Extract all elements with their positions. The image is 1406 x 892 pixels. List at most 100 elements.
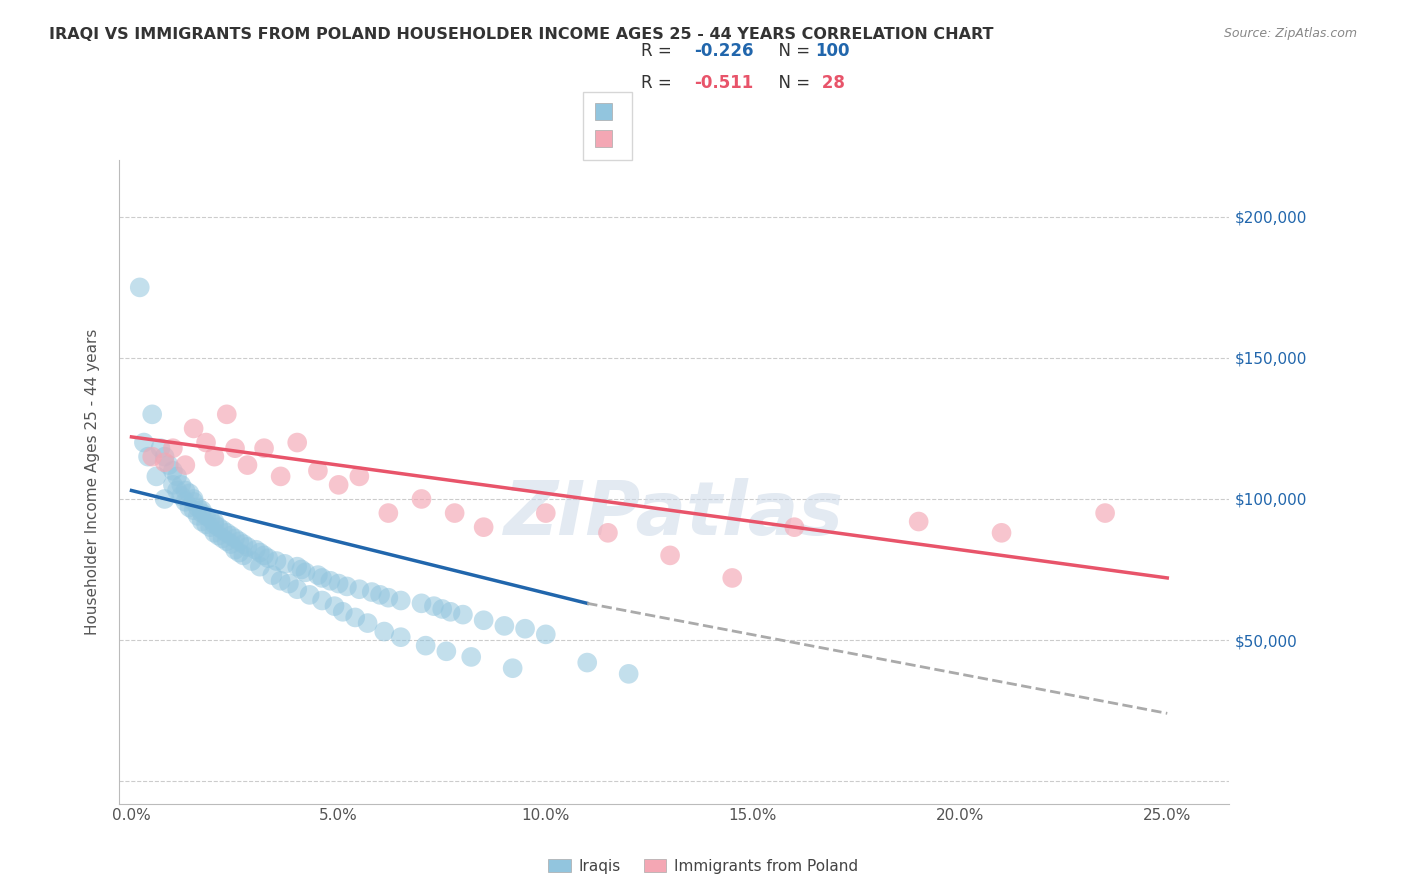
Point bbox=[285, 582, 308, 597]
Point bbox=[576, 656, 599, 670]
Text: R =: R = bbox=[641, 42, 678, 61]
Point bbox=[502, 661, 524, 675]
Point bbox=[132, 435, 155, 450]
Point bbox=[183, 491, 205, 506]
Point bbox=[596, 525, 619, 540]
Point bbox=[285, 559, 308, 574]
Point bbox=[195, 435, 218, 450]
Point bbox=[153, 491, 176, 506]
Point bbox=[411, 491, 433, 506]
Point bbox=[377, 506, 399, 520]
Point bbox=[170, 478, 193, 492]
Point bbox=[356, 616, 378, 631]
Text: Source: ZipAtlas.com: Source: ZipAtlas.com bbox=[1223, 27, 1357, 40]
Point bbox=[202, 450, 225, 464]
Point bbox=[219, 537, 242, 551]
Point bbox=[328, 478, 350, 492]
Point bbox=[472, 520, 495, 534]
Point bbox=[298, 588, 321, 602]
Point bbox=[179, 486, 201, 500]
Point bbox=[434, 644, 457, 658]
Point bbox=[415, 639, 437, 653]
Point bbox=[472, 613, 495, 627]
Point bbox=[232, 549, 254, 563]
Point bbox=[368, 588, 391, 602]
Point bbox=[174, 458, 197, 472]
Point bbox=[183, 495, 205, 509]
Point bbox=[179, 500, 201, 515]
Point bbox=[187, 508, 209, 523]
Point bbox=[153, 455, 176, 469]
Point bbox=[145, 469, 167, 483]
Point bbox=[323, 599, 346, 614]
Point bbox=[249, 545, 271, 559]
Text: N =: N = bbox=[768, 42, 815, 61]
Point bbox=[451, 607, 474, 622]
Point bbox=[617, 666, 640, 681]
Point bbox=[534, 627, 557, 641]
Point bbox=[245, 542, 267, 557]
Point bbox=[432, 602, 454, 616]
Y-axis label: Householder Income Ages 25 - 44 years: Householder Income Ages 25 - 44 years bbox=[86, 329, 100, 635]
Point bbox=[183, 421, 205, 435]
Point bbox=[494, 619, 516, 633]
Point bbox=[262, 568, 284, 582]
Text: -0.511: -0.511 bbox=[695, 74, 754, 92]
Point bbox=[236, 458, 259, 472]
Point bbox=[162, 464, 184, 478]
Point bbox=[157, 458, 180, 472]
Point bbox=[270, 574, 292, 588]
Point bbox=[253, 549, 276, 563]
Point bbox=[423, 599, 446, 614]
Point bbox=[224, 532, 246, 546]
Point bbox=[1094, 506, 1116, 520]
Point bbox=[187, 500, 209, 515]
Point bbox=[200, 512, 222, 526]
Point bbox=[174, 495, 197, 509]
Point bbox=[224, 441, 246, 455]
Point bbox=[336, 579, 359, 593]
Point bbox=[240, 554, 263, 568]
Point bbox=[389, 630, 412, 644]
Point bbox=[990, 525, 1012, 540]
Point bbox=[207, 528, 229, 542]
Point bbox=[136, 450, 159, 464]
Point bbox=[294, 566, 316, 580]
Point bbox=[200, 520, 222, 534]
Point bbox=[191, 515, 214, 529]
Point bbox=[307, 464, 329, 478]
Text: 100: 100 bbox=[815, 42, 851, 61]
Point bbox=[207, 520, 229, 534]
Point bbox=[162, 441, 184, 455]
Point bbox=[266, 554, 288, 568]
Point bbox=[270, 469, 292, 483]
Point bbox=[460, 649, 482, 664]
Point bbox=[211, 523, 233, 537]
Point bbox=[360, 585, 382, 599]
Point bbox=[274, 557, 297, 571]
Point bbox=[721, 571, 744, 585]
Point bbox=[195, 517, 218, 532]
Point bbox=[783, 520, 806, 534]
Point bbox=[290, 562, 312, 576]
Point bbox=[307, 568, 329, 582]
Point bbox=[349, 469, 371, 483]
Text: R =: R = bbox=[641, 74, 682, 92]
Point bbox=[377, 591, 399, 605]
Point bbox=[149, 441, 172, 455]
Point bbox=[389, 593, 412, 607]
Point bbox=[534, 506, 557, 520]
Point bbox=[191, 506, 214, 520]
Point bbox=[153, 450, 176, 464]
Point bbox=[439, 605, 461, 619]
Point bbox=[249, 559, 271, 574]
Point bbox=[215, 534, 238, 549]
Point bbox=[277, 576, 299, 591]
Point bbox=[228, 534, 250, 549]
Point bbox=[202, 517, 225, 532]
Point bbox=[373, 624, 395, 639]
Point bbox=[141, 407, 163, 421]
Point bbox=[174, 483, 197, 498]
Point bbox=[170, 489, 193, 503]
Point bbox=[311, 571, 333, 585]
